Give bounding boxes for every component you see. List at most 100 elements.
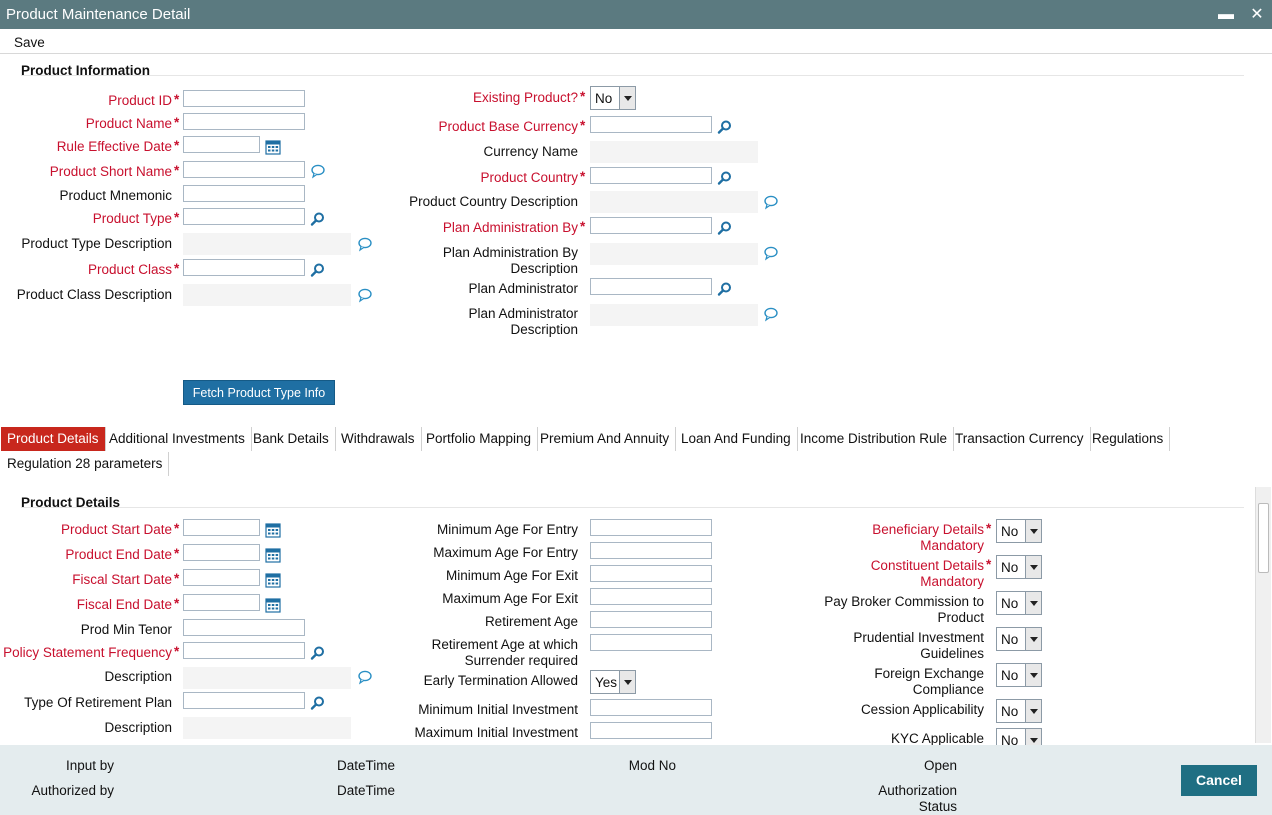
product-details-heading: Product Details [21, 495, 121, 510]
required-marker: * [174, 210, 180, 225]
min-age-exit-input[interactable] [590, 565, 712, 582]
comment-icon[interactable] [310, 163, 326, 179]
plan-administration-by-input[interactable] [590, 217, 712, 234]
search-icon[interactable] [310, 695, 326, 711]
tab-product-details[interactable]: Product Details [1, 427, 106, 451]
search-icon[interactable] [717, 170, 733, 186]
tab-regulations[interactable]: Regulations [1086, 427, 1171, 451]
policy-statement-frequency-input[interactable] [183, 642, 305, 659]
retirement-age-input[interactable] [590, 611, 712, 628]
product-country-description-field [590, 191, 758, 213]
existing-product-select[interactable]: No [590, 86, 636, 110]
comment-icon[interactable] [763, 194, 779, 210]
tab-transaction-currency[interactable]: Transaction Currency [949, 427, 1091, 451]
retirement-age-surrender-input[interactable] [590, 634, 712, 651]
product-name-input[interactable] [183, 113, 305, 130]
chevron-down-icon[interactable] [1025, 700, 1041, 722]
required-marker: * [174, 521, 180, 536]
product-country-input[interactable] [590, 167, 712, 184]
search-icon[interactable] [717, 220, 733, 236]
chevron-down-icon[interactable] [619, 671, 635, 693]
calendar-icon[interactable] [265, 547, 281, 563]
chevron-down-icon[interactable] [1025, 664, 1041, 686]
cession-applicability-label: Cession Applicability [860, 702, 984, 717]
comment-icon[interactable] [357, 236, 373, 252]
tab-loan-and-funding[interactable]: Loan And Funding [675, 427, 798, 451]
comment-icon[interactable] [763, 306, 779, 322]
beneficiary-details-select[interactable]: No [996, 519, 1042, 543]
early-termination-label: Early Termination Allowed [423, 673, 578, 688]
close-icon[interactable]: ✕ [1250, 6, 1264, 23]
vertical-scrollbar[interactable] [1255, 487, 1271, 743]
cession-applicability-select[interactable]: No [996, 699, 1042, 723]
product-type-input[interactable] [183, 208, 305, 225]
rule-effective-date-input[interactable] [183, 136, 260, 153]
search-icon[interactable] [717, 119, 733, 135]
scrollbar-thumb[interactable] [1258, 503, 1269, 573]
chevron-down-icon[interactable] [1025, 520, 1041, 542]
chevron-down-icon[interactable] [1025, 556, 1041, 578]
early-termination-select[interactable]: Yes [590, 670, 636, 694]
foreign-exchange-select[interactable]: No [996, 663, 1042, 687]
authorized-by-label: Authorized by [31, 783, 114, 798]
product-start-date-input[interactable] [183, 519, 260, 536]
currency-name-field [590, 141, 758, 163]
chevron-down-icon[interactable] [619, 87, 635, 109]
prudential-investment-select[interactable]: No [996, 627, 1042, 651]
rule-effective-date-label: Rule Effective Date [56, 139, 172, 154]
plan-administrator-description-label: Plan Administrator Description [468, 306, 578, 337]
open-status-label: Open [923, 758, 957, 773]
required-marker: * [986, 557, 992, 572]
plan-administrator-input[interactable] [590, 278, 712, 295]
product-id-input[interactable] [183, 90, 305, 107]
min-age-entry-input[interactable] [590, 519, 712, 536]
max-age-exit-input[interactable] [590, 588, 712, 605]
search-icon[interactable] [310, 262, 326, 278]
fetch-product-type-info-button[interactable]: Fetch Product Type Info [183, 380, 335, 405]
chevron-down-icon[interactable] [1025, 628, 1041, 650]
calendar-icon[interactable] [265, 139, 281, 155]
search-icon[interactable] [717, 281, 733, 297]
search-icon[interactable] [310, 645, 326, 661]
type-of-retirement-plan-input[interactable] [183, 692, 305, 709]
constituent-details-select[interactable]: No [996, 555, 1042, 579]
minimize-icon[interactable]: ▬ [1218, 6, 1234, 23]
comment-icon[interactable] [357, 287, 373, 303]
tab-additional-investments[interactable]: Additional Investments [103, 427, 252, 451]
cancel-button[interactable]: Cancel [1181, 765, 1257, 796]
product-end-date-input[interactable] [183, 544, 260, 561]
product-mnemonic-input[interactable] [183, 185, 305, 202]
required-marker: * [986, 521, 992, 536]
fiscal-end-date-input[interactable] [183, 594, 260, 611]
product-country-label: Product Country [480, 170, 578, 185]
product-type-description-label: Product Type Description [21, 236, 172, 251]
authorization-status-label: Authorization Status [878, 783, 957, 814]
max-initial-investment-input[interactable] [590, 722, 712, 739]
tab-portfolio-mapping[interactable]: Portfolio Mapping [420, 427, 539, 451]
tab-regulation-28-parameters[interactable]: Regulation 28 parameters [1, 452, 170, 476]
tab-premium-and-annuity[interactable]: Premium And Annuity [534, 427, 677, 451]
required-marker: * [580, 169, 586, 184]
tab-withdrawals[interactable]: Withdrawals [335, 427, 422, 451]
max-age-entry-input[interactable] [590, 542, 712, 559]
plan-administration-by-label: Plan Administration By [442, 220, 578, 235]
search-icon[interactable] [310, 211, 326, 227]
calendar-icon[interactable] [265, 597, 281, 613]
calendar-icon[interactable] [265, 522, 281, 538]
fiscal-start-date-input[interactable] [183, 569, 260, 586]
product-class-input[interactable] [183, 259, 305, 276]
tab-bank-details[interactable]: Bank Details [247, 427, 336, 451]
plan-administration-by-description-label: Plan Administration By Description [442, 245, 578, 276]
tab-income-distribution-rule[interactable]: Income Distribution Rule [794, 427, 955, 451]
product-base-currency-input[interactable] [590, 116, 712, 133]
calendar-icon[interactable] [265, 572, 281, 588]
product-short-name-input[interactable] [183, 161, 305, 178]
comment-icon[interactable] [763, 245, 779, 261]
comment-icon[interactable] [357, 669, 373, 685]
product-type-label: Product Type [92, 211, 172, 226]
save-button[interactable]: Save [14, 35, 45, 50]
min-initial-investment-input[interactable] [590, 699, 712, 716]
pay-broker-commission-select[interactable]: No [996, 591, 1042, 615]
chevron-down-icon[interactable] [1025, 592, 1041, 614]
prod-min-tenor-input[interactable] [183, 619, 305, 636]
